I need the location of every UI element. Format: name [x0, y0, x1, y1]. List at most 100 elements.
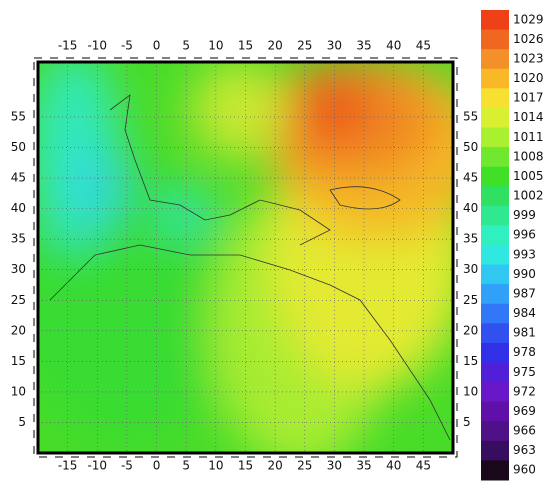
colorbar-label: 960 — [513, 463, 536, 477]
colorbar-label: 981 — [513, 326, 536, 340]
lon-tick-label: 10 — [208, 459, 223, 473]
colorbar-label: 1023 — [513, 51, 544, 65]
colorbar-swatch — [481, 303, 509, 324]
colorbar-swatch — [481, 49, 509, 70]
lon-tick-label: -10 — [87, 459, 107, 473]
colorbar-swatch — [481, 147, 509, 168]
lon-tick-label: 30 — [327, 459, 342, 473]
lon-tick-label: 25 — [297, 459, 312, 473]
lon-tick-label: -5 — [121, 459, 133, 473]
lon-tick-label: -15 — [58, 39, 78, 53]
colorbar-swatch — [481, 29, 509, 50]
lon-tick-label: 20 — [268, 39, 283, 53]
colorbar-label: 1029 — [513, 12, 544, 26]
lon-tick-label: 45 — [416, 459, 431, 473]
lat-tick-label: 55 — [11, 109, 26, 123]
lat-tick-label: 35 — [463, 232, 478, 246]
colorbar-swatch — [481, 284, 509, 305]
lon-tick-label: 40 — [386, 459, 401, 473]
lat-tick-label: 25 — [11, 293, 26, 307]
colorbar-label: 993 — [513, 247, 536, 261]
colorbar-swatch — [481, 342, 509, 363]
colorbar-swatch — [481, 264, 509, 285]
lon-tick-label: -5 — [121, 39, 133, 53]
colorbar-swatch — [481, 401, 509, 422]
lat-tick-label: 10 — [463, 384, 478, 398]
colorbar-label: 1017 — [513, 91, 544, 105]
colorbar: 1029 1026 1023 1020 1017 1014 1011 1008 1005 1002… — [481, 10, 544, 481]
lat-tick-label: 20 — [463, 323, 478, 337]
colorbar-label: 1008 — [513, 149, 544, 163]
colorbar-label: 975 — [513, 365, 536, 379]
lat-tick-label: 50 — [11, 140, 26, 154]
colorbar-swatch — [481, 205, 509, 226]
colorbar-label: 1020 — [513, 71, 544, 85]
lon-tick-label: 25 — [297, 39, 312, 53]
colorbar-swatch — [481, 382, 509, 403]
lat-tick-label: 30 — [11, 262, 26, 276]
colorbar-label: 999 — [513, 208, 536, 222]
lon-tick-label: 0 — [153, 39, 161, 53]
colorbar-label: 972 — [513, 384, 536, 398]
map-frame — [36, 60, 455, 455]
lon-tick-label: 40 — [386, 39, 401, 53]
colorbar-swatch — [481, 166, 509, 187]
colorbar-swatch — [481, 107, 509, 128]
lat-tick-label: 45 — [463, 171, 478, 185]
lon-tick-label: 15 — [238, 459, 253, 473]
lon-tick-label: 45 — [416, 39, 431, 53]
colorbar-swatch — [481, 323, 509, 344]
colorbar-swatch — [481, 68, 509, 89]
lat-tick-label: 15 — [463, 354, 478, 368]
colorbar-swatch — [481, 225, 509, 246]
lat-tick-label: 30 — [463, 262, 478, 276]
lat-tick-label: 5 — [18, 415, 26, 429]
colorbar-swatch — [481, 421, 509, 442]
colorbar-label: 984 — [513, 306, 536, 320]
lat-tick-label: 15 — [11, 354, 26, 368]
lat-tick-label: 35 — [11, 232, 26, 246]
lat-tick-label: 25 — [463, 293, 478, 307]
lat-tick-label: 10 — [11, 384, 26, 398]
colorbar-swatch — [481, 245, 509, 266]
colorbar-swatch — [481, 440, 509, 461]
colorbar-label: 966 — [513, 424, 536, 438]
axes: -15-15-10-10-5-5005510101515202025253030… — [11, 39, 479, 473]
colorbar-label: 996 — [513, 228, 536, 242]
colorbar-swatch — [481, 186, 509, 207]
pressure-field — [38, 62, 453, 453]
lon-tick-label: -10 — [87, 39, 107, 53]
lat-tick-label: 45 — [11, 171, 26, 185]
lon-tick-label: 5 — [182, 39, 190, 53]
lat-tick-label: 40 — [11, 201, 26, 215]
colorbar-label: 1005 — [513, 169, 544, 183]
lon-tick-label: 10 — [208, 39, 223, 53]
lat-tick-label: 55 — [463, 109, 478, 123]
colorbar-label: 978 — [513, 345, 536, 359]
colorbar-label: 1014 — [513, 110, 544, 124]
colorbar-label: 969 — [513, 404, 536, 418]
colorbar-label: 1002 — [513, 189, 544, 203]
colorbar-swatch — [481, 460, 509, 481]
lon-tick-label: 35 — [356, 39, 371, 53]
lat-tick-label: 20 — [11, 323, 26, 337]
map-frame-ticks — [33, 57, 458, 458]
lon-tick-label: -15 — [58, 459, 78, 473]
lat-tick-label: 40 — [463, 201, 478, 215]
colorbar-label: 1011 — [513, 130, 544, 144]
colorbar-swatch — [481, 127, 509, 148]
lon-tick-label: 30 — [327, 39, 342, 53]
lat-tick-label: 5 — [463, 415, 471, 429]
colorbar-swatch — [481, 362, 509, 383]
colorbar-label: 1026 — [513, 32, 544, 46]
colorbar-label: 990 — [513, 267, 536, 281]
lon-tick-label: 20 — [268, 459, 283, 473]
lon-tick-label: 0 — [153, 459, 161, 473]
lat-tick-label: 50 — [463, 140, 478, 154]
colorbar-swatch — [481, 10, 509, 31]
colorbar-swatch — [481, 88, 509, 109]
colorbar-label: 987 — [513, 286, 536, 300]
lon-tick-label: 15 — [238, 39, 253, 53]
lon-tick-label: 5 — [182, 459, 190, 473]
